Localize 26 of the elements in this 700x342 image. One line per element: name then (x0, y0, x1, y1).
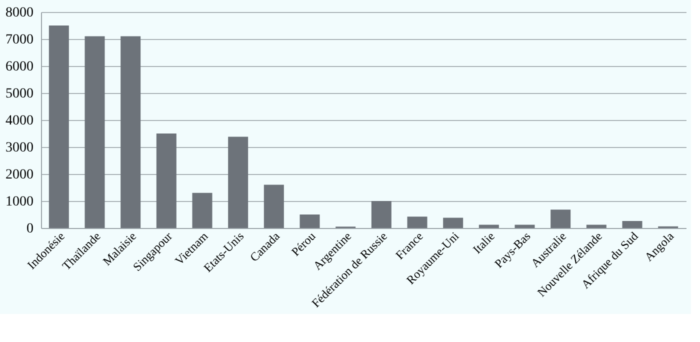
y-tick-label: 2000 (6, 168, 34, 182)
bar (407, 216, 428, 228)
bar (550, 210, 571, 228)
y-tick-label: 8000 (6, 6, 34, 20)
bar (300, 214, 320, 228)
bar (120, 36, 141, 228)
x-tick-label: Italie (470, 229, 498, 256)
y-tick-label: 5000 (6, 86, 34, 102)
bar (156, 134, 176, 228)
bar (622, 220, 642, 228)
y-tick-label: 7000 (6, 32, 34, 48)
y-tick-label: 4000 (6, 114, 34, 128)
y-tick-label: 0 (26, 222, 34, 236)
y-tick-label: 6000 (6, 60, 34, 74)
y-tick-label: 1000 (6, 194, 34, 210)
bar (228, 136, 248, 228)
bar (478, 224, 499, 228)
bar (443, 218, 464, 228)
bar (48, 26, 69, 228)
bar (84, 36, 105, 228)
bar (192, 192, 212, 228)
bar (371, 201, 392, 228)
bar (514, 224, 535, 228)
bar (586, 224, 606, 228)
bar (264, 184, 284, 228)
y-tick-label: 3000 (6, 140, 34, 156)
